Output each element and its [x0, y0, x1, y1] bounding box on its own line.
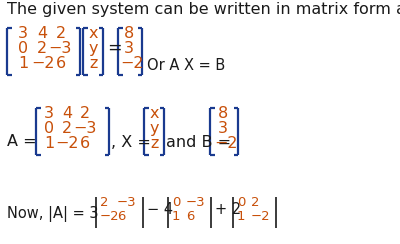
Text: −3: −3 — [186, 196, 206, 209]
Text: , X =: , X = — [111, 135, 151, 150]
Text: 3: 3 — [18, 26, 28, 41]
Text: 2: 2 — [80, 106, 90, 121]
Text: 2: 2 — [251, 196, 260, 209]
Text: 0: 0 — [237, 196, 245, 209]
Text: x: x — [150, 106, 160, 121]
Text: The given system can be written in matrix form as:: The given system can be written in matri… — [7, 2, 400, 17]
Text: 3: 3 — [44, 106, 54, 121]
Text: Now, |A| = 3: Now, |A| = 3 — [7, 206, 98, 222]
Text: 4: 4 — [37, 26, 47, 41]
Text: −2: −2 — [31, 56, 54, 71]
Text: 0: 0 — [172, 196, 180, 209]
Text: 1: 1 — [44, 136, 54, 151]
Text: 8: 8 — [124, 26, 134, 41]
Text: 2: 2 — [37, 41, 47, 56]
Text: 6: 6 — [80, 136, 90, 151]
Text: −3: −3 — [73, 121, 96, 136]
Text: 3: 3 — [218, 121, 228, 136]
Text: y: y — [150, 121, 160, 136]
Text: z: z — [89, 56, 97, 71]
Text: + 2: + 2 — [215, 202, 241, 217]
Text: 1: 1 — [172, 210, 180, 223]
Text: −3: −3 — [48, 41, 71, 56]
Text: − 4: − 4 — [147, 202, 173, 217]
Text: 2: 2 — [62, 121, 72, 136]
Text: −2: −2 — [214, 136, 238, 151]
Text: 1: 1 — [18, 56, 28, 71]
Text: −2: −2 — [120, 56, 144, 71]
Text: −3: −3 — [117, 196, 137, 209]
Text: −2: −2 — [251, 210, 271, 223]
Text: Or A X = B: Or A X = B — [147, 58, 225, 73]
Text: z: z — [150, 136, 158, 151]
Text: 6: 6 — [186, 210, 194, 223]
Text: y: y — [89, 41, 98, 56]
Text: and B =: and B = — [166, 135, 231, 150]
Text: x: x — [89, 26, 98, 41]
Text: 2: 2 — [56, 26, 66, 41]
Text: 0: 0 — [18, 41, 28, 56]
Text: 6: 6 — [56, 56, 66, 71]
Text: −2: −2 — [55, 136, 78, 151]
Text: A =: A = — [7, 134, 37, 149]
Text: 6: 6 — [117, 210, 125, 223]
Text: 0: 0 — [44, 121, 54, 136]
Text: 2: 2 — [100, 196, 108, 209]
Text: 1: 1 — [237, 210, 246, 223]
Text: 4: 4 — [62, 106, 72, 121]
Text: =: = — [107, 39, 122, 57]
Text: 3: 3 — [124, 41, 134, 56]
Text: −2: −2 — [100, 210, 120, 223]
Text: 8: 8 — [218, 106, 228, 121]
